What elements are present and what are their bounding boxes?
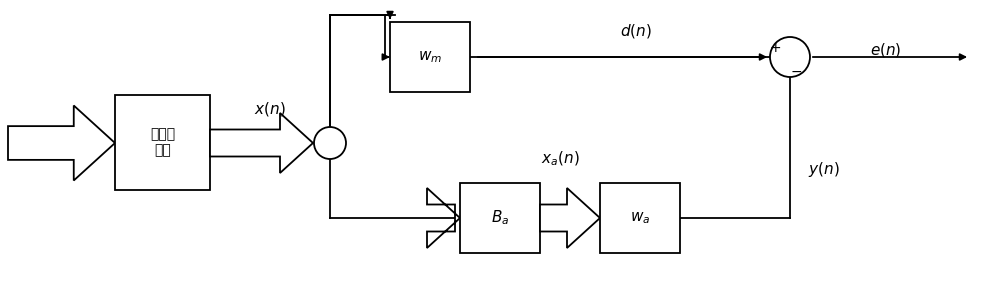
Bar [460,183,540,253]
Circle shape [314,127,346,159]
Polygon shape [540,188,600,248]
Text: $x_a(n)$: $x_a(n)$ [541,150,579,168]
Polygon shape [427,188,460,248]
Text: $w_a$: $w_a$ [630,210,650,226]
Bar [600,183,680,253]
Bar [390,22,470,92]
Text: $B_a$: $B_a$ [491,209,509,227]
Text: $x(n)$: $x(n)$ [254,100,286,118]
Polygon shape [210,113,313,173]
Text: +: + [769,41,781,55]
Polygon shape [8,105,115,181]
Text: $d(n)$: $d(n)$ [620,22,652,40]
Text: $e(n)$: $e(n)$ [870,41,902,59]
Text: $y(n)$: $y(n)$ [808,160,840,179]
Text: $w_m$: $w_m$ [418,49,442,65]
Text: −: − [790,65,802,79]
Bar [115,95,210,190]
Text: 预延迟
处理: 预延迟 处理 [150,127,175,158]
Circle shape [770,37,810,77]
